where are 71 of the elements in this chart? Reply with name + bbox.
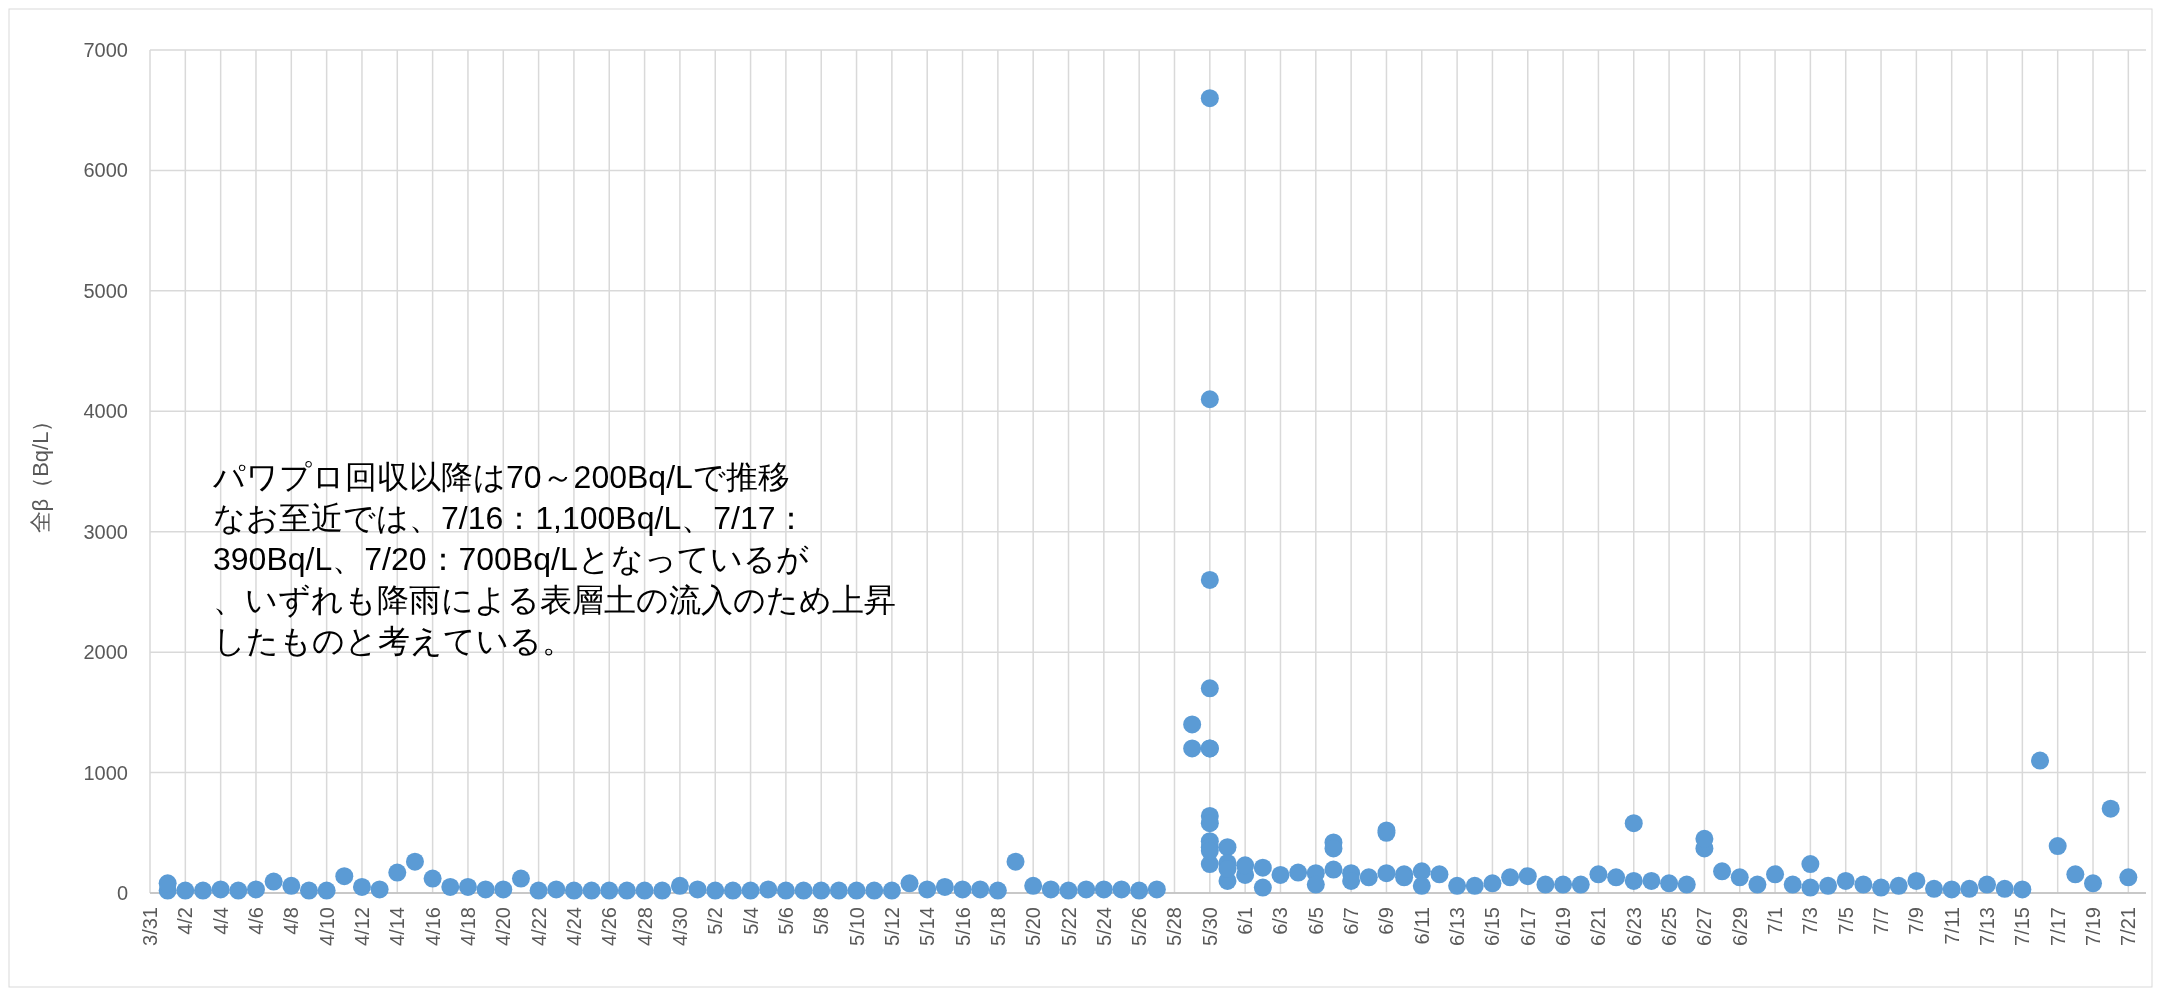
x-tick-label: 5/8 (810, 907, 833, 935)
x-tick-label: 6/3 (1269, 907, 1292, 935)
x-tick-label: 4/24 (562, 907, 585, 946)
y-tick-label: 2000 (83, 641, 128, 664)
x-tick-label: 5/30 (1198, 907, 1221, 946)
y-axis-title: 全β（Bq/L） (28, 409, 53, 534)
x-tick-label: 6/19 (1552, 907, 1575, 946)
x-tick-label: 6/1 (1234, 907, 1257, 935)
x-tick-label: 4/6 (244, 907, 267, 935)
x-tick-label: 5/14 (916, 907, 939, 946)
x-tick-label: 5/20 (1022, 907, 1045, 946)
x-tick-label: 6/25 (1658, 907, 1681, 946)
x-tick-label: 6/7 (1340, 907, 1363, 935)
x-tick-label: 7/21 (2117, 907, 2140, 946)
x-tick-label: 4/8 (280, 907, 303, 935)
x-tick-label: 3/31 (139, 907, 161, 946)
x-tick-label: 6/29 (1728, 907, 1751, 946)
x-tick-label: 6/5 (1304, 907, 1327, 935)
y-tick-label: 6000 (83, 159, 128, 182)
x-tick-label: 4/26 (598, 907, 621, 946)
x-tick-label: 7/15 (2011, 907, 2034, 946)
x-tick-label: 4/12 (350, 907, 373, 946)
x-tick-label: 5/4 (739, 907, 762, 935)
x-tick-label: 4/4 (209, 907, 232, 935)
y-tick-label: 3000 (83, 520, 128, 543)
annotation: 、いずれも降雨による表層土の流入のため上昇 (213, 582, 896, 618)
y-tick-label: 0 (116, 882, 128, 904)
annotation: したものと考えている。 (213, 623, 574, 659)
x-tick-label: 4/10 (315, 907, 338, 946)
x-tick-label: 6/27 (1693, 907, 1716, 946)
x-tick-label: 7/17 (2046, 907, 2069, 946)
y-tick-label: 1000 (83, 761, 128, 784)
x-tick-label: 7/5 (1834, 907, 1857, 935)
x-tick-label: 4/28 (633, 907, 656, 946)
x-tick-label: 7/9 (1905, 907, 1928, 935)
x-tick-label: 7/7 (1870, 907, 1893, 935)
x-tick-label: 5/24 (1092, 907, 1115, 946)
x-tick-label: 4/22 (527, 907, 550, 946)
x-tick-label: 4/20 (492, 907, 515, 946)
x-tick-label: 5/22 (1057, 907, 1080, 946)
x-tick-label: 6/9 (1375, 907, 1398, 935)
x-tick-label: 6/21 (1587, 907, 1610, 946)
x-tick-label: 6/23 (1622, 907, 1645, 946)
x-tick-label: 7/19 (2082, 907, 2105, 946)
x-tick-label: 5/2 (704, 907, 727, 935)
x-tick-label: 5/26 (1128, 907, 1151, 946)
x-tick-label: 4/16 (421, 907, 444, 946)
x-tick-label: 4/18 (456, 907, 479, 946)
x-tick-label: 7/1 (1764, 907, 1787, 935)
x-tick-label: 7/13 (1976, 907, 1999, 946)
x-tick-label: 6/15 (1481, 907, 1504, 946)
annotation: なお至近では、7/16：1,100Bq/L、7/17： (213, 500, 808, 536)
x-tick-label: 4/14 (386, 907, 409, 946)
y-tick-label: 7000 (83, 39, 128, 61)
x-tick-label: 7/3 (1799, 907, 1822, 935)
x-tick-label: 5/12 (880, 907, 903, 946)
x-tick-label: 5/18 (986, 907, 1009, 946)
x-tick-label: 6/17 (1516, 907, 1539, 946)
annotation: パワプロ回収以降は70～200Bq/Lで推移 (212, 459, 790, 495)
x-tick-label: 7/11 (1940, 907, 1963, 945)
x-tick-label: 4/30 (668, 907, 691, 946)
y-tick-label: 4000 (83, 400, 128, 423)
x-tick-label: 6/11 (1410, 907, 1433, 945)
annotation: 390Bq/L、7/20：700Bq/Lとなっているが (213, 541, 809, 577)
x-tick-label: 5/10 (845, 907, 868, 946)
y-tick-label: 5000 (83, 279, 128, 302)
x-tick-label: 6/13 (1446, 907, 1469, 946)
x-tick-label: 5/28 (1163, 907, 1186, 946)
x-tick-label: 4/2 (174, 907, 197, 935)
x-tick-label: 5/6 (774, 907, 797, 935)
x-tick-label: 5/16 (951, 907, 974, 946)
